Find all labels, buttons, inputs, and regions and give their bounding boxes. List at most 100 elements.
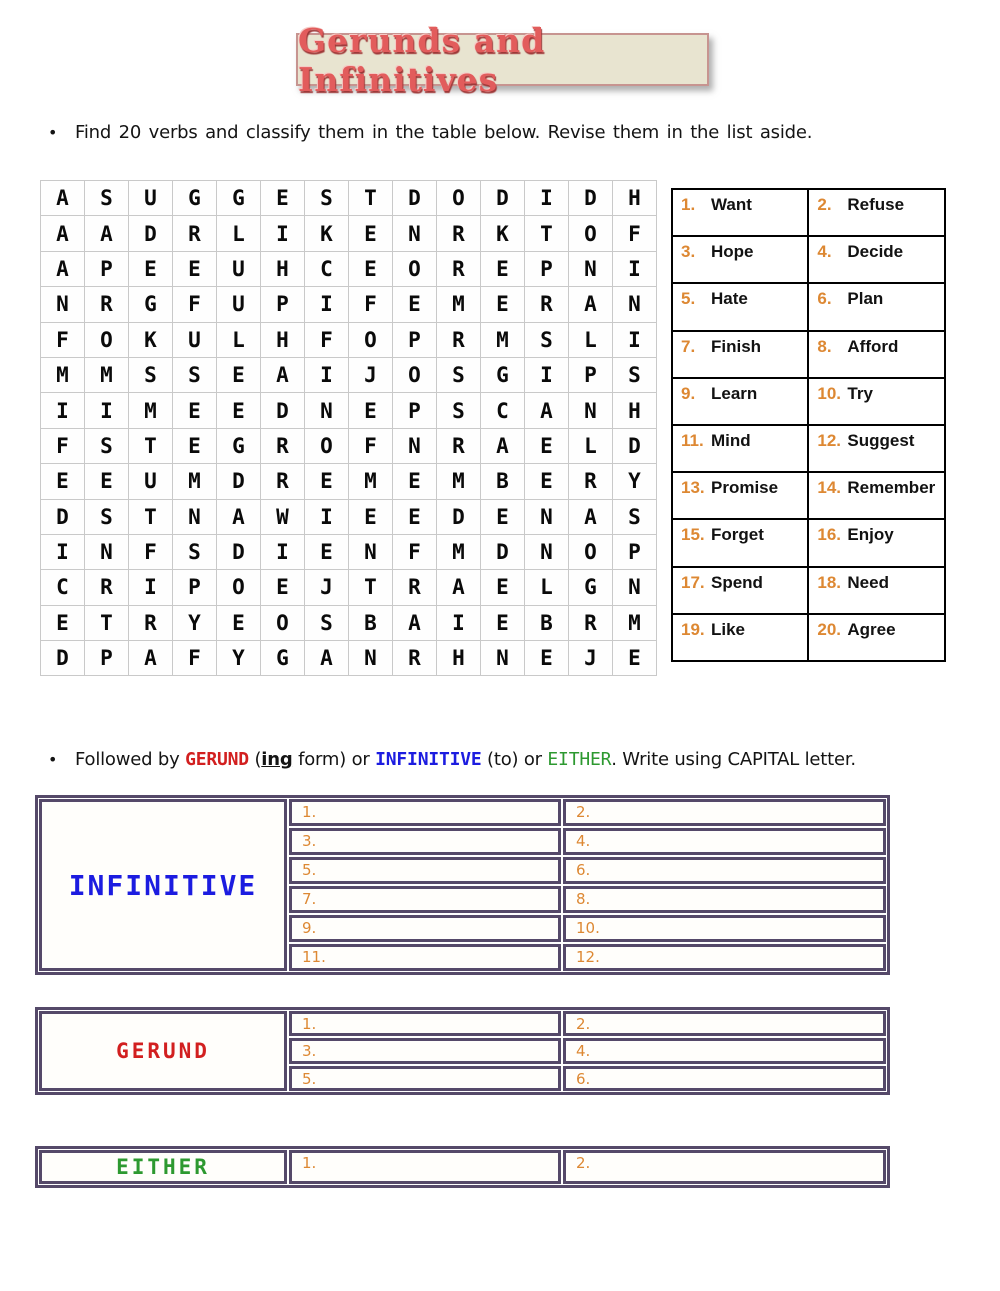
letter-cell[interactable]: O bbox=[392, 250, 437, 288]
letter-cell[interactable]: F bbox=[304, 321, 349, 358]
letter-cell[interactable]: R bbox=[568, 463, 613, 500]
letter-cell[interactable]: T bbox=[128, 498, 173, 535]
letter-cell[interactable]: U bbox=[216, 286, 261, 323]
letter-cell[interactable]: D bbox=[480, 179, 525, 217]
letter-cell[interactable]: M bbox=[436, 463, 481, 500]
letter-cell[interactable]: S bbox=[524, 321, 569, 358]
letter-cell[interactable]: J bbox=[304, 569, 349, 606]
letter-cell[interactable]: E bbox=[260, 569, 305, 606]
letter-cell[interactable]: R bbox=[84, 569, 129, 606]
letter-cell[interactable]: G bbox=[128, 286, 173, 323]
letter-cell[interactable]: D bbox=[40, 640, 85, 677]
letter-cell[interactable]: H bbox=[612, 179, 657, 217]
letter-cell[interactable]: A bbox=[568, 286, 613, 323]
letter-cell[interactable]: D bbox=[612, 427, 657, 465]
letter-cell[interactable]: P bbox=[612, 533, 657, 571]
letter-cell[interactable]: A bbox=[40, 215, 85, 252]
letter-cell[interactable]: P bbox=[524, 250, 569, 288]
letter-cell[interactable]: E bbox=[348, 215, 393, 252]
letter-cell[interactable]: D bbox=[128, 215, 173, 252]
letter-cell[interactable]: F bbox=[172, 286, 217, 323]
letter-cell[interactable]: N bbox=[40, 286, 85, 323]
letter-cell[interactable]: I bbox=[304, 356, 349, 394]
letter-cell[interactable]: E bbox=[612, 640, 657, 677]
letter-cell[interactable]: F bbox=[40, 321, 85, 358]
letter-cell[interactable]: I bbox=[128, 569, 173, 606]
infinitive-answer-slot-3[interactable]: 3. bbox=[289, 828, 561, 855]
letter-cell[interactable]: A bbox=[480, 427, 525, 465]
letter-cell[interactable]: S bbox=[612, 498, 657, 535]
letter-cell[interactable]: I bbox=[260, 215, 305, 252]
letter-cell[interactable]: A bbox=[524, 392, 569, 429]
letter-cell[interactable]: I bbox=[304, 286, 349, 323]
letter-cell[interactable]: E bbox=[480, 250, 525, 288]
letter-cell[interactable]: O bbox=[568, 533, 613, 571]
letter-cell[interactable]: M bbox=[40, 356, 85, 394]
letter-cell[interactable]: S bbox=[84, 179, 129, 217]
letter-cell[interactable]: M bbox=[348, 463, 393, 500]
letter-cell[interactable]: B bbox=[348, 604, 393, 642]
letter-cell[interactable]: E bbox=[524, 640, 569, 677]
letter-cell[interactable]: R bbox=[260, 427, 305, 465]
either-answer-slot-1[interactable]: 1. bbox=[289, 1150, 561, 1184]
letter-cell[interactable]: E bbox=[172, 427, 217, 465]
letter-cell[interactable]: R bbox=[436, 250, 481, 288]
letter-cell[interactable]: I bbox=[40, 533, 85, 571]
letter-cell[interactable]: L bbox=[524, 569, 569, 606]
letter-cell[interactable]: G bbox=[216, 179, 261, 217]
letter-cell[interactable]: G bbox=[172, 179, 217, 217]
letter-cell[interactable]: A bbox=[216, 498, 261, 535]
letter-cell[interactable]: O bbox=[436, 179, 481, 217]
letter-cell[interactable]: T bbox=[84, 604, 129, 642]
letter-cell[interactable]: R bbox=[260, 463, 305, 500]
letter-cell[interactable]: I bbox=[524, 356, 569, 394]
letter-cell[interactable]: R bbox=[436, 427, 481, 465]
letter-cell[interactable]: E bbox=[304, 463, 349, 500]
letter-cell[interactable]: E bbox=[480, 604, 525, 642]
letter-cell[interactable]: A bbox=[436, 569, 481, 606]
letter-cell[interactable]: R bbox=[568, 604, 613, 642]
letter-cell[interactable]: F bbox=[392, 533, 437, 571]
letter-cell[interactable]: I bbox=[84, 392, 129, 429]
letter-cell[interactable]: B bbox=[480, 463, 525, 500]
letter-cell[interactable]: W bbox=[260, 498, 305, 535]
letter-cell[interactable]: D bbox=[568, 179, 613, 217]
letter-cell[interactable]: G bbox=[480, 356, 525, 394]
letter-cell[interactable]: N bbox=[524, 498, 569, 535]
letter-cell[interactable]: T bbox=[348, 569, 393, 606]
letter-cell[interactable]: P bbox=[568, 356, 613, 394]
letter-cell[interactable]: S bbox=[172, 533, 217, 571]
letter-cell[interactable]: O bbox=[84, 321, 129, 358]
letter-cell[interactable]: E bbox=[216, 392, 261, 429]
letter-cell[interactable]: O bbox=[568, 215, 613, 252]
letter-cell[interactable]: O bbox=[216, 569, 261, 606]
letter-cell[interactable]: F bbox=[348, 427, 393, 465]
letter-cell[interactable]: J bbox=[348, 356, 393, 394]
letter-cell[interactable]: P bbox=[260, 286, 305, 323]
letter-cell[interactable]: A bbox=[304, 640, 349, 677]
letter-cell[interactable]: R bbox=[392, 569, 437, 606]
letter-cell[interactable]: C bbox=[480, 392, 525, 429]
infinitive-answer-slot-6[interactable]: 6. bbox=[563, 857, 886, 884]
letter-cell[interactable]: K bbox=[128, 321, 173, 358]
gerund-answer-slot-5[interactable]: 5. bbox=[289, 1065, 561, 1091]
letter-cell[interactable]: E bbox=[392, 498, 437, 535]
letter-cell[interactable]: R bbox=[392, 640, 437, 677]
letter-cell[interactable]: H bbox=[260, 321, 305, 358]
letter-cell[interactable]: I bbox=[304, 498, 349, 535]
letter-cell[interactable]: I bbox=[436, 604, 481, 642]
either-answer-slot-2[interactable]: 2. bbox=[563, 1150, 886, 1184]
letter-cell[interactable]: F bbox=[612, 215, 657, 252]
letter-cell[interactable]: G bbox=[260, 640, 305, 677]
letter-cell[interactable]: N bbox=[304, 392, 349, 429]
letter-cell[interactable]: T bbox=[128, 427, 173, 465]
letter-cell[interactable]: F bbox=[40, 427, 85, 465]
letter-cell[interactable]: H bbox=[436, 640, 481, 677]
letter-cell[interactable]: L bbox=[216, 321, 261, 358]
letter-cell[interactable]: A bbox=[40, 250, 85, 288]
letter-cell[interactable]: F bbox=[128, 533, 173, 571]
letter-cell[interactable]: S bbox=[304, 604, 349, 642]
letter-cell[interactable]: M bbox=[84, 356, 129, 394]
letter-cell[interactable]: U bbox=[216, 250, 261, 288]
gerund-answer-slot-1[interactable]: 1. bbox=[289, 1011, 561, 1037]
